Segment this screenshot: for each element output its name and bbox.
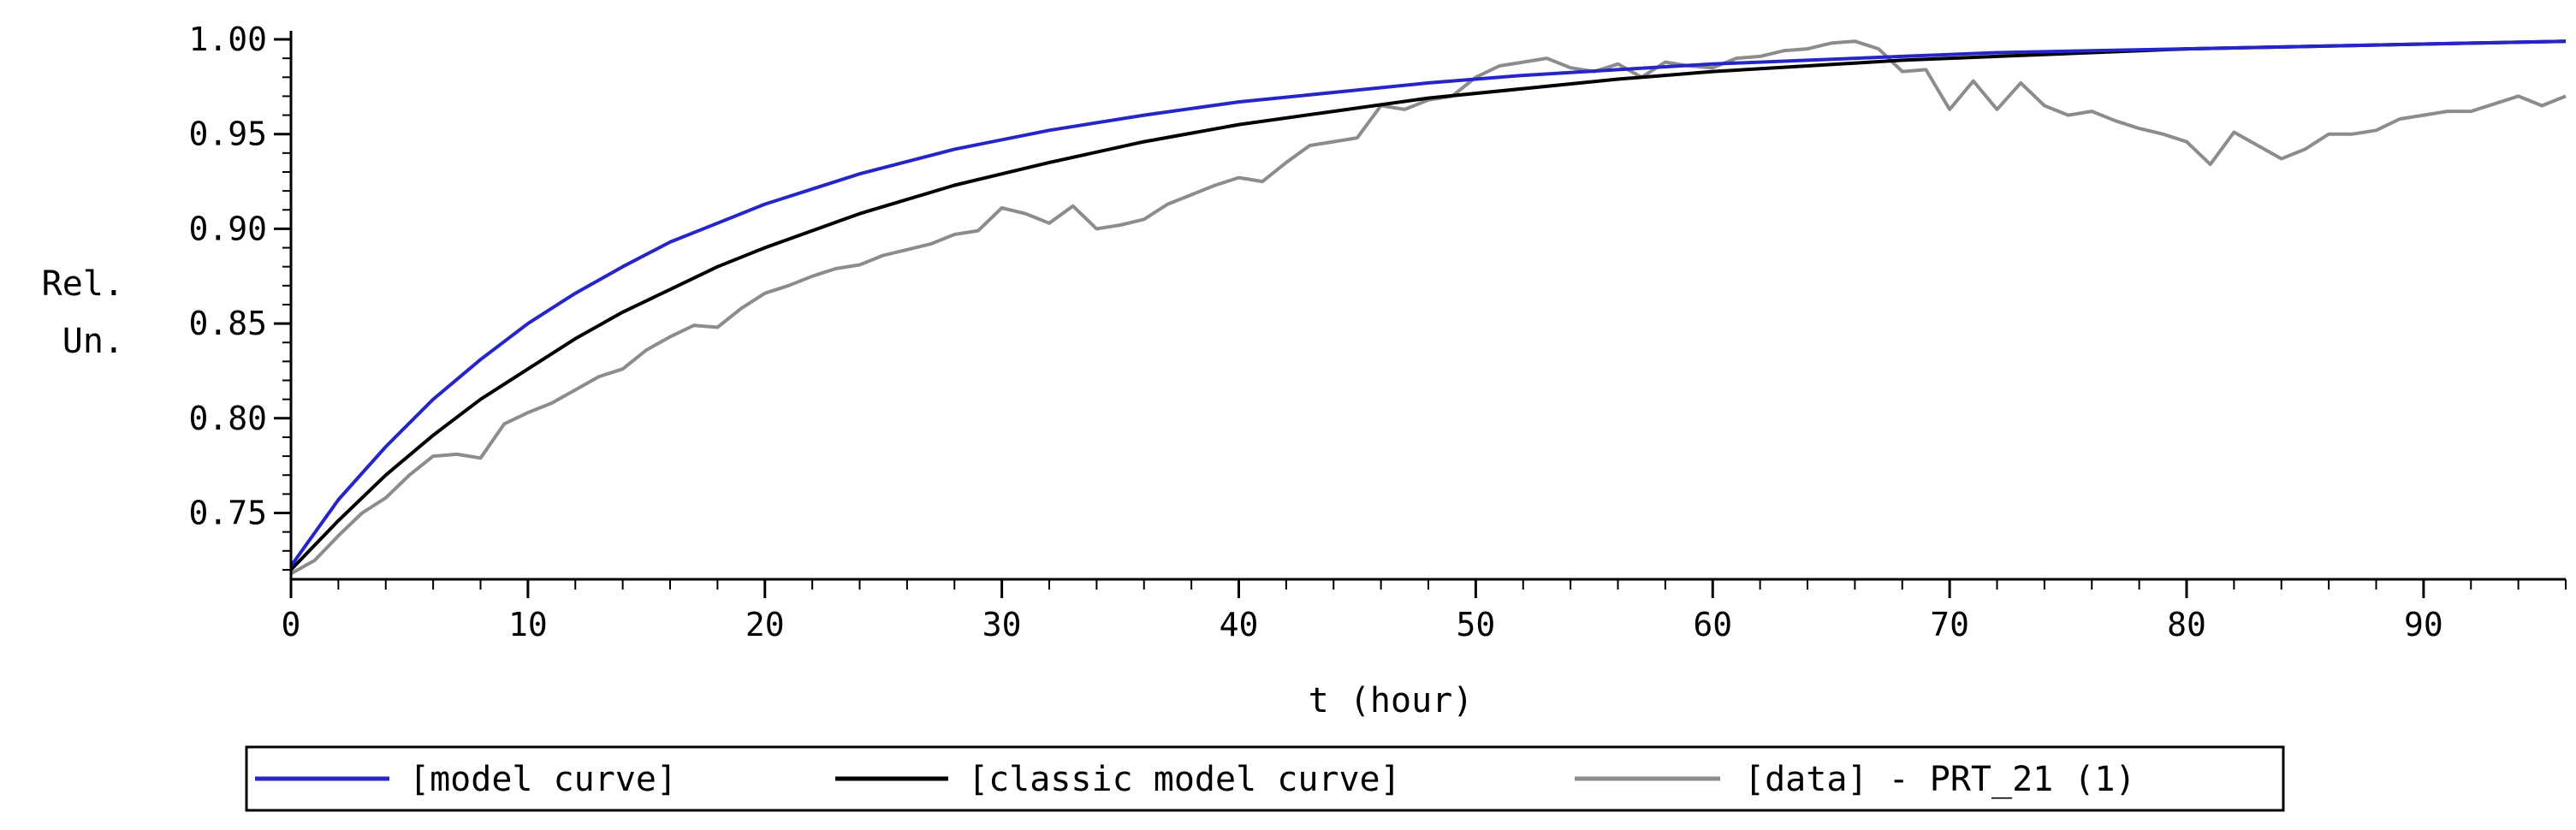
- series-line-1: [289, 39, 2567, 572]
- x-tick-label: 60: [1693, 606, 1732, 643]
- x-tick-label: 90: [2404, 606, 2443, 643]
- plot-lines: [289, 39, 2567, 576]
- x-tick-label: 20: [745, 606, 785, 643]
- x-tick-label: 40: [1220, 606, 1259, 643]
- x-tick-label: 0: [282, 606, 301, 643]
- x-axis-label: t (hour): [1309, 681, 1474, 720]
- y-tick-label: 0.95: [188, 116, 267, 153]
- y-tick-label: 0.90: [188, 210, 267, 247]
- ticks: 0 10 20 30 40 50 60 70 80 90 0.75 0.80 0.85 0.90 0.95 1…: [188, 21, 2567, 643]
- x-tick-label: 80: [2167, 606, 2206, 643]
- x-tick-label: 10: [508, 606, 548, 643]
- x-tick-label: 50: [1456, 606, 1495, 643]
- y-tick-label: 0.75: [188, 495, 267, 532]
- y-axis-label-line2: Un.: [62, 322, 124, 361]
- legend-label-0: [model curve]: [409, 760, 677, 799]
- legend-label-1: [classic model curve]: [968, 760, 1401, 799]
- legend-box: [245, 745, 2285, 812]
- legend-label-2: [data] - PRT_21 (1): [1744, 760, 2136, 799]
- x-tick-label: 30: [982, 606, 1022, 643]
- y-tick-label: 0.85: [188, 305, 267, 342]
- series-line-0: [289, 39, 2567, 567]
- axes: [289, 31, 2566, 581]
- legend: [model curve] [classic model curve] [data]…: [245, 745, 2285, 812]
- x-tick-label: 70: [1930, 606, 1969, 643]
- series-line-2: [290, 39, 2567, 576]
- y-axis-label-line1: Rel.: [42, 264, 124, 304]
- y-tick-label: 1.00: [188, 21, 267, 58]
- y-tick-label: 0.80: [188, 400, 267, 437]
